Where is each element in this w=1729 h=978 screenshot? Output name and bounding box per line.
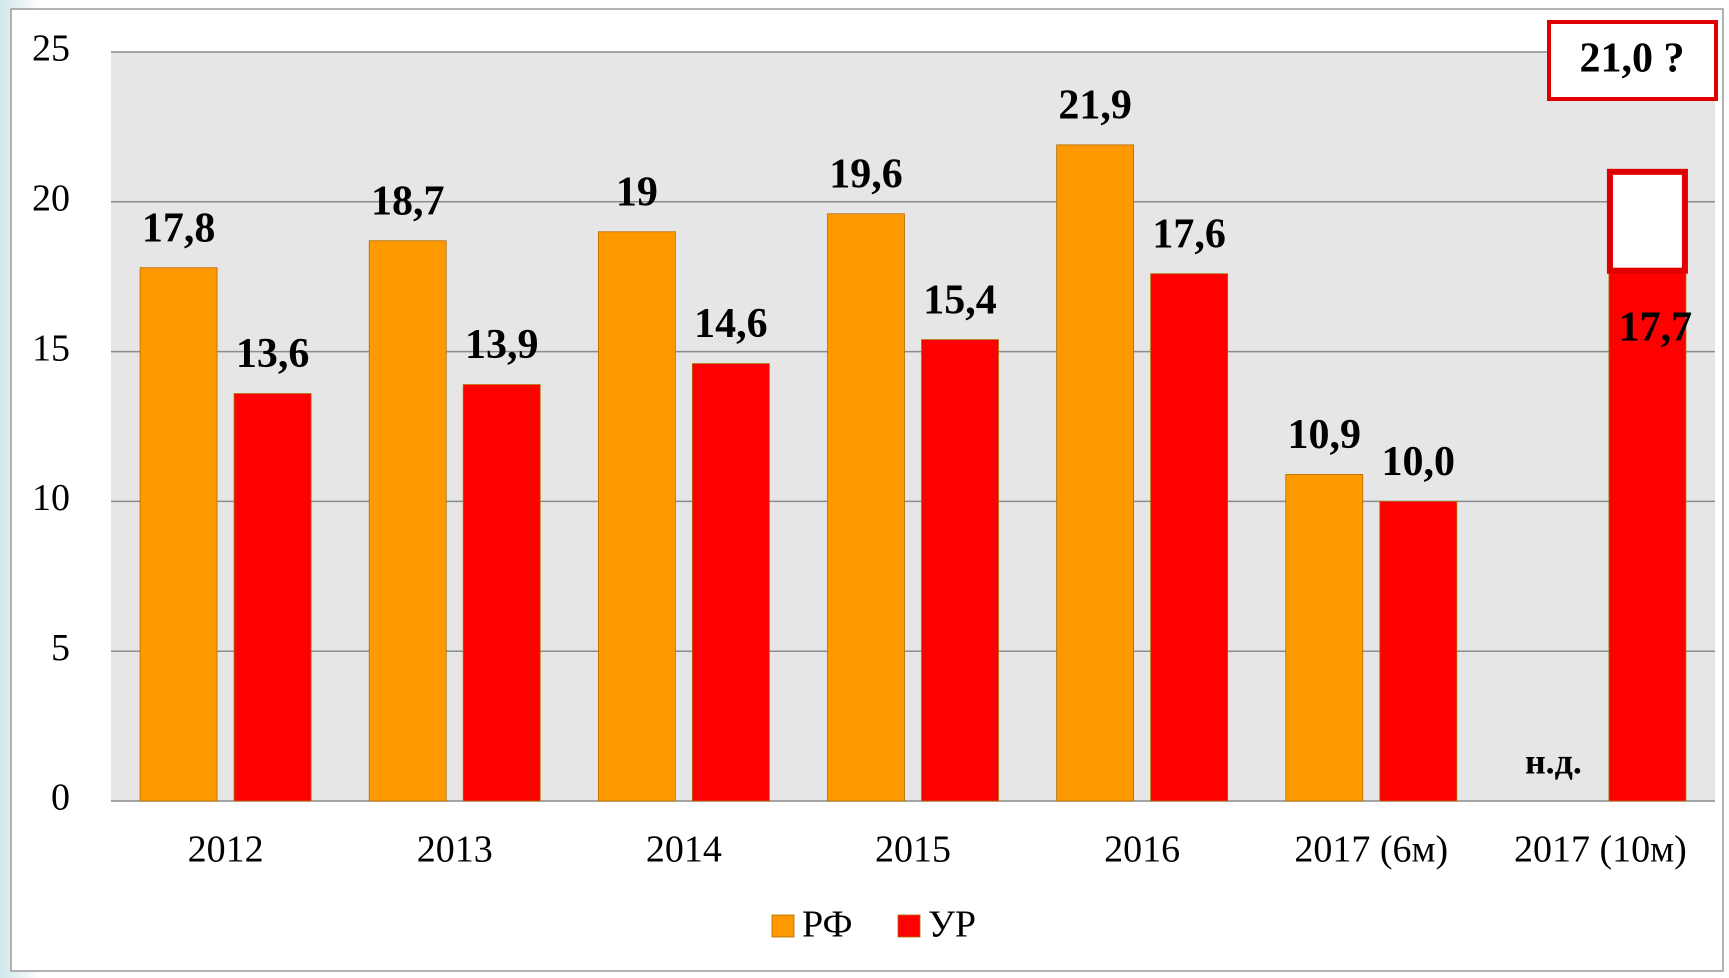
annotation-label: 21,0 ?	[1580, 36, 1685, 82]
bar	[1150, 273, 1229, 802]
bar	[1379, 500, 1458, 802]
bar	[462, 384, 541, 802]
annotation-box	[1547, 20, 1718, 101]
x-tick-label: 2016	[1104, 829, 1180, 871]
legend-label: РФ	[802, 904, 853, 946]
y-tick-label: 25	[32, 28, 70, 70]
x-tick-label: 2017 (6м)	[1294, 829, 1448, 871]
bar	[139, 267, 218, 802]
y-tick-label: 10	[32, 477, 70, 519]
value-label: н.д.	[1525, 741, 1582, 781]
value-label: 14,6	[694, 301, 768, 347]
x-tick-label: 2017 (10м)	[1514, 829, 1687, 871]
bar	[691, 363, 770, 802]
value-label: 19	[616, 169, 658, 215]
value-label: 10,9	[1288, 412, 1362, 458]
x-tick-label: 2013	[417, 829, 493, 871]
legend-label: УР	[928, 904, 976, 946]
value-label: 17,6	[1152, 211, 1226, 257]
y-tick-label: 20	[32, 178, 70, 220]
plot-area	[111, 52, 1715, 801]
y-tick-label: 0	[51, 777, 70, 819]
bar	[1285, 474, 1364, 802]
x-tick-label: 2015	[875, 829, 951, 871]
bar	[368, 240, 447, 802]
bar	[597, 231, 676, 802]
bar	[1056, 144, 1135, 802]
legend-swatch	[771, 914, 795, 938]
legend-swatch	[897, 914, 921, 938]
value-label: 17,8	[142, 205, 216, 251]
value-label: 10,0	[1382, 439, 1456, 485]
bar	[921, 339, 999, 802]
y-tick-label: 15	[32, 327, 70, 369]
value-label: 15,4	[923, 277, 997, 323]
value-label: 21,9	[1058, 83, 1132, 129]
bar	[233, 393, 312, 802]
value-label: 13,6	[236, 331, 310, 377]
value-label: 19,6	[829, 151, 903, 197]
y-tick-label: 5	[51, 627, 70, 669]
forecast-box	[1606, 168, 1688, 274]
bar	[1608, 270, 1687, 802]
value-label: 18,7	[371, 178, 445, 224]
value-label: 13,9	[465, 322, 539, 368]
x-tick-label: 2014	[646, 829, 722, 871]
bar	[827, 213, 905, 802]
value-label: 17,7	[1619, 304, 1693, 350]
x-tick-label: 2012	[188, 829, 264, 871]
